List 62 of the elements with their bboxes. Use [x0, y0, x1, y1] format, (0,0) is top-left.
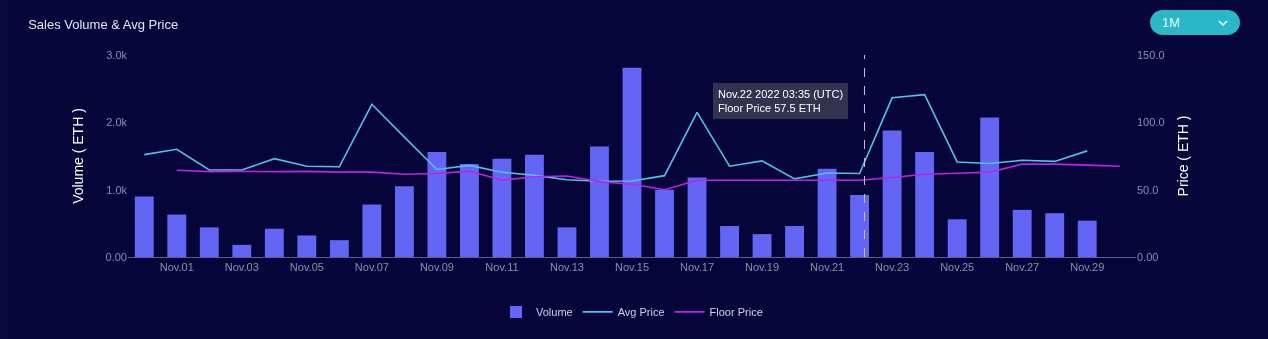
bar	[882, 130, 902, 257]
bar	[167, 214, 187, 257]
x-tick-label: Nov.01	[159, 261, 194, 274]
bar	[687, 177, 707, 257]
y-axis-title: Volume ( ETH )	[70, 108, 87, 204]
y2-tick-label: 0.00	[1137, 250, 1159, 263]
bar	[362, 204, 382, 257]
bar	[850, 195, 870, 257]
legend-label: Volume	[536, 306, 573, 319]
bar	[525, 154, 544, 257]
x-tick-label: Nov.07	[354, 261, 389, 274]
y2-tick-label: 150.0	[1137, 48, 1165, 61]
bar	[752, 234, 772, 257]
bar	[622, 67, 642, 257]
y2-axis-title: Price ( ETH )	[1174, 115, 1191, 197]
y-tick-label: 0.00	[105, 250, 127, 263]
bar	[1012, 209, 1032, 257]
bar	[590, 146, 609, 257]
bar	[232, 244, 252, 257]
x-tick-label: Nov.05	[289, 261, 324, 274]
bar	[785, 226, 805, 257]
bar	[557, 227, 577, 257]
x-tick-label: Nov.27	[1005, 261, 1040, 274]
x-tick-label: Nov.29	[1070, 261, 1105, 274]
line-series	[175, 163, 1121, 191]
x-tick-label: Nov.15	[614, 261, 650, 274]
y2-tick-label: 50.0	[1137, 183, 1159, 196]
chart-title: Sales Volume & Avg Price	[28, 17, 179, 33]
x-tick-label: Nov.21	[810, 261, 845, 274]
legend-label: Floor Price	[709, 306, 763, 319]
bar	[817, 168, 837, 257]
x-tick-label: Nov.17	[680, 261, 715, 274]
bar	[492, 158, 512, 257]
y-tick-label: 2.0k	[106, 116, 128, 129]
bar	[134, 196, 154, 257]
bar	[199, 227, 219, 257]
legend-label: Avg Price	[617, 306, 665, 319]
x-tick-label: Nov.11	[485, 261, 519, 274]
bar	[980, 117, 1000, 257]
x-tick-label: Nov.19	[745, 261, 780, 274]
x-tick-label: Nov.25	[940, 261, 975, 274]
dropdown-field: 1M	[1150, 10, 1240, 35]
bar	[427, 151, 447, 257]
bar	[720, 226, 739, 257]
y2-tick-label: 100.0	[1137, 116, 1165, 129]
bar	[329, 240, 349, 257]
annotation: Nov.22 2022 03:35 (UTC) Floor Price 57.5 ETH	[718, 88, 844, 115]
bar	[1045, 213, 1065, 257]
bar	[655, 189, 674, 257]
y-tick-label: 1.0k	[106, 183, 128, 196]
x-tick-label: Nov.13	[549, 261, 584, 274]
bar	[1077, 220, 1097, 257]
bar	[915, 151, 935, 257]
y-tick-label: 3.0k	[106, 48, 128, 61]
x-tick-label: Nov.03	[224, 261, 259, 274]
bar	[394, 186, 414, 257]
bar	[947, 219, 967, 257]
x-tick-label: Nov.09	[419, 261, 454, 274]
bar	[264, 228, 284, 257]
bar	[459, 164, 479, 257]
bar	[297, 235, 317, 257]
x-tick-label: Nov.23	[875, 261, 910, 274]
